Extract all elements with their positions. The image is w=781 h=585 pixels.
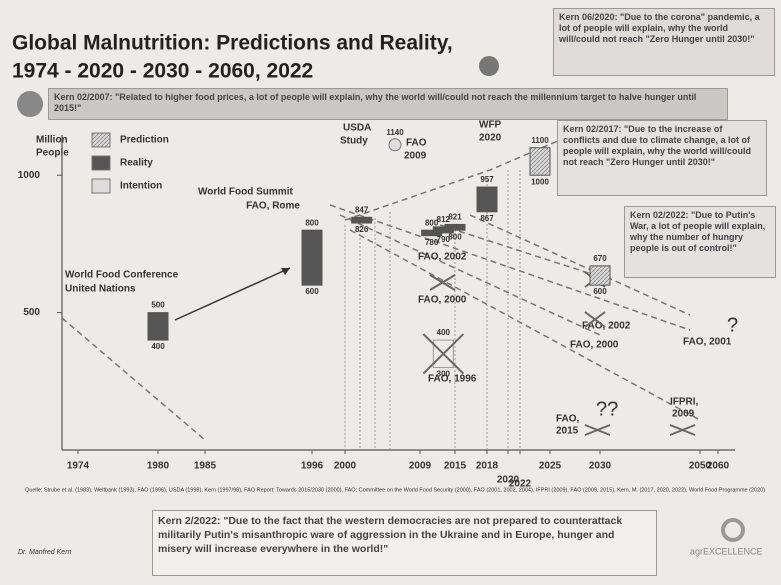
x-tick-label: 2018 [476, 461, 499, 472]
annotation: IFPRI, [670, 397, 699, 408]
bar [302, 230, 322, 285]
bar [590, 266, 610, 285]
legend-swatch [92, 179, 110, 193]
annotation: FAO, 2000 [570, 340, 619, 351]
note: Kern 06/2020: "Due to the corona" pandem… [553, 8, 775, 76]
legend-swatch [92, 133, 110, 147]
bar [352, 217, 372, 223]
legend-label: Prediction [120, 135, 169, 146]
annotation: United Nations [65, 284, 136, 295]
annotation: Study [340, 136, 368, 147]
bar [148, 313, 168, 340]
globe-icon [479, 56, 499, 76]
annotation: World Food Conference [65, 270, 179, 281]
bar-label: 400 [151, 342, 165, 351]
note: Kern 02/2007: "Related to higher food pr… [48, 88, 728, 120]
logo: agrEXCELLENCE [690, 546, 763, 556]
annotation: 2009 [404, 151, 427, 162]
x-tick-label: 1980 [147, 461, 170, 472]
y-axis-label: Million [36, 135, 68, 146]
globe-icon [17, 91, 43, 117]
bar-label: 600 [305, 287, 319, 296]
x-tick-label: 2009 [409, 461, 432, 472]
bar [530, 148, 550, 175]
bar-label: 400 [437, 328, 451, 337]
legend-label: Reality [120, 158, 153, 169]
point [389, 139, 401, 151]
source: Quelle: Strube et al. (1983), Weltbank (… [25, 487, 765, 493]
annotation: 2020 [479, 133, 502, 144]
logo-icon [723, 520, 743, 540]
x-tick-label: 2015 [444, 461, 467, 472]
annotation: FAO, 2001 [683, 337, 732, 348]
annotation: USDA [343, 123, 371, 134]
annotation: World Food Summit [198, 187, 293, 198]
x-tick-label: 2000 [334, 461, 357, 472]
title: Global Malnutrition: Predictions and Rea… [12, 32, 453, 55]
annotation: FAO, 2000 [418, 295, 467, 306]
slide: Global Malnutrition: Predictions and Rea… [0, 0, 781, 585]
bar-label: 847 [355, 205, 369, 214]
note: Kern 2/2022: "Due to the fact that the w… [152, 510, 657, 576]
bar-label: 300 [437, 370, 451, 379]
annotation: FAO, Rome [246, 201, 300, 212]
bar-label: 800 [448, 232, 462, 241]
bar-label: 500 [151, 301, 165, 310]
bar-label: 1000 [531, 177, 549, 186]
legend-label: Intention [120, 181, 162, 192]
annotation: FAO, 1996 [428, 374, 477, 385]
annotation: FAO, 2002 [418, 252, 467, 263]
x-tick-label: 1996 [301, 461, 324, 472]
bar-label: 821 [448, 213, 462, 222]
annotation: ?? [596, 398, 618, 420]
arrow [175, 268, 290, 320]
x-tick-label: 2025 [539, 461, 562, 472]
bar-label: 867 [480, 214, 494, 223]
title: 1974 - 2020 - 2030 - 2060, 2022 [12, 60, 313, 83]
note: Kern 02/2017: "Due to the increase of co… [557, 120, 767, 196]
annotation: 2015 [556, 426, 579, 437]
annotation: FAO, 2002 [582, 321, 631, 332]
legend-swatch [92, 156, 110, 170]
bar-label: 600 [593, 287, 607, 296]
bar-label: 670 [593, 254, 607, 263]
x-tick-label: 2060 [707, 461, 730, 472]
annotation: ? [727, 314, 738, 336]
annotation: WFP [479, 120, 502, 131]
y-axis-label: People [36, 148, 69, 159]
author: Dr. Manfred Kern [18, 549, 72, 556]
bar-label: 826 [355, 225, 369, 234]
x-tick-label: 1974 [67, 461, 90, 472]
bar-label: 957 [480, 175, 494, 184]
bar-label: 1100 [531, 136, 549, 145]
note: Kern 02/2022: "Due to Putin's War, a lot… [624, 206, 776, 278]
y-tick-label: 500 [23, 307, 40, 318]
bar-label: 800 [305, 218, 319, 227]
bar [445, 224, 465, 230]
annotation: 2009 [672, 409, 695, 420]
point-label: 1140 [386, 128, 404, 137]
annotation: FAO [406, 138, 427, 149]
annotation: FAO, [556, 414, 580, 425]
x-tick-label: 2022 [509, 479, 532, 490]
x-tick-label: 2030 [589, 461, 612, 472]
bar [477, 187, 497, 212]
cross-marks [430, 272, 695, 435]
y-tick-label: 1000 [18, 170, 41, 181]
x-tick-label: 1985 [194, 461, 217, 472]
